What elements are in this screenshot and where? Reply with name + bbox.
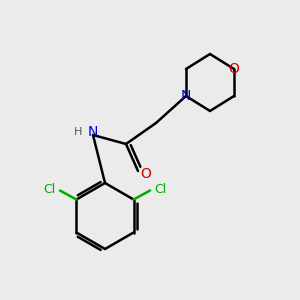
Text: N: N — [87, 125, 98, 139]
Text: O: O — [140, 167, 151, 181]
Text: Cl: Cl — [154, 182, 167, 196]
Text: H: H — [74, 127, 82, 137]
Text: Cl: Cl — [43, 182, 56, 196]
Text: N: N — [181, 89, 191, 103]
Text: O: O — [229, 62, 239, 76]
